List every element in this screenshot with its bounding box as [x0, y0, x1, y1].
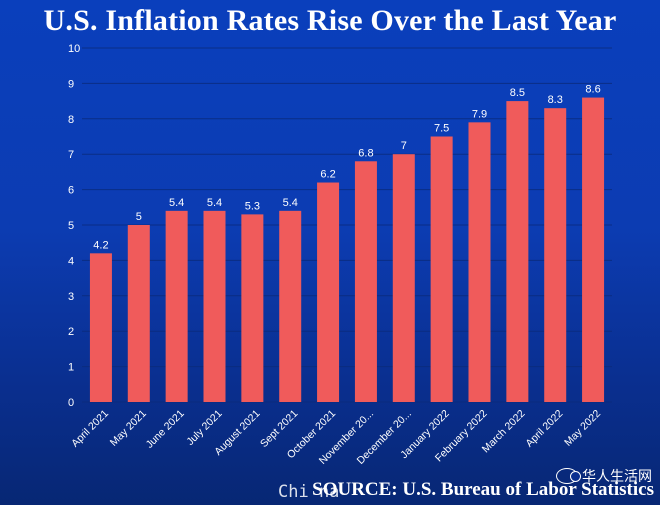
bar [317, 182, 340, 402]
y-tick-label: 5 [68, 220, 74, 232]
data-label: 7.9 [472, 108, 487, 120]
watermark-left: Chi na [278, 482, 340, 502]
bar [279, 210, 302, 402]
x-tick-label: June 2021 [144, 408, 187, 451]
bar [241, 214, 264, 402]
data-labels: 4.2 5 5.4 5.4 5.3 5.4 6.2 6.8 7 7.5 7.9 8.5 8.3 8.6 [93, 84, 600, 252]
watermark-right: 华人生活网 [556, 466, 652, 486]
bar [165, 210, 188, 402]
x-tick-label: April 2022 [523, 408, 565, 450]
data-label: 5.4 [283, 197, 298, 209]
y-tick-label: 1 [68, 362, 74, 374]
bar [582, 97, 605, 402]
data-label: 5 [136, 211, 142, 223]
data-label: 5.4 [169, 197, 184, 209]
data-label: 5.4 [207, 197, 222, 209]
y-tick-label: 9 [68, 78, 74, 90]
bar [127, 225, 150, 402]
x-tick-label: April 2021 [69, 408, 111, 450]
data-label: 8.3 [548, 94, 563, 106]
y-axis-ticks: 0 1 2 3 4 5 6 7 8 9 10 [68, 43, 80, 409]
y-tick-label: 10 [68, 43, 80, 55]
bars [89, 97, 605, 403]
grid-lines [82, 47, 612, 403]
bar [203, 210, 226, 402]
x-tick-label: May 2022 [562, 408, 603, 449]
y-tick-label: 4 [68, 255, 74, 267]
y-tick-label: 8 [68, 114, 74, 126]
bar [392, 154, 415, 402]
source-note: SOURCE: U.S. Bureau of Labor Statistics [312, 479, 654, 500]
data-label: 7.5 [434, 123, 449, 135]
bar [430, 136, 453, 402]
chart-title: U.S. Inflation Rates Rise Over the Last … [43, 4, 617, 37]
data-label: 8.6 [585, 84, 600, 96]
y-tick-label: 7 [68, 149, 74, 161]
data-label: 6.2 [320, 169, 335, 181]
y-tick-label: 0 [68, 397, 74, 409]
bar [468, 122, 491, 402]
data-label: 4.2 [93, 239, 108, 251]
y-tick-label: 3 [68, 291, 74, 303]
chat-bubble-icon [556, 468, 581, 484]
bar [89, 253, 112, 402]
bar [354, 161, 377, 402]
data-label: 7 [401, 140, 407, 152]
y-tick-label: 2 [68, 326, 74, 338]
bar [506, 101, 529, 402]
watermark-right-text: 华人生活网 [582, 469, 652, 485]
data-label: 8.5 [510, 87, 525, 99]
data-label: 6.8 [358, 147, 373, 159]
data-label: 5.3 [245, 200, 260, 212]
y-tick-label: 6 [68, 185, 74, 197]
bar [544, 108, 567, 403]
